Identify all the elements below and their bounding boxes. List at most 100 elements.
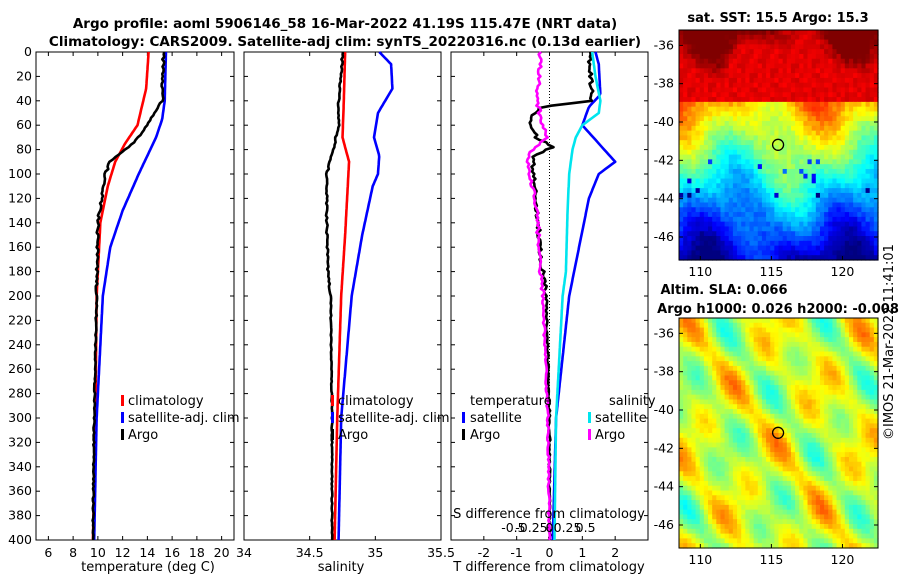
heatmap-cell xyxy=(824,168,829,175)
heatmap-cell xyxy=(832,385,838,391)
heatmap-cell xyxy=(803,197,809,204)
heatmap-cell xyxy=(687,77,693,84)
heatmap-cell xyxy=(766,524,771,530)
heatmap-cell xyxy=(724,519,730,525)
heatmap-cell xyxy=(695,452,701,458)
heatmap-cell xyxy=(749,30,755,36)
heatmap-cell xyxy=(807,341,813,348)
heatmap-cell xyxy=(790,240,796,247)
heatmap-cell xyxy=(766,509,771,516)
heatmap-cell xyxy=(811,337,817,343)
heatmap-cell xyxy=(712,130,717,137)
heatmap-cell xyxy=(703,231,709,237)
heatmap-cell xyxy=(679,44,684,50)
heatmap-cell xyxy=(857,221,863,228)
heatmap-cell xyxy=(819,73,825,79)
heatmap-cell xyxy=(869,207,875,213)
heatmap-cell xyxy=(720,447,726,453)
heatmap-cell xyxy=(799,389,804,396)
heatmap-cell xyxy=(766,495,771,501)
heatmap-cell xyxy=(749,543,755,549)
heatmap-cell xyxy=(795,183,800,189)
heatmap-cell xyxy=(840,82,846,89)
heatmap-cell xyxy=(703,207,709,213)
heatmap-cell xyxy=(857,447,863,453)
heatmap-cell xyxy=(853,327,858,333)
heatmap-cell xyxy=(786,471,792,477)
heatmap-cell xyxy=(695,543,701,549)
heatmap-cell xyxy=(873,322,879,329)
heatmap-cell xyxy=(828,394,833,401)
heatmap-cell xyxy=(716,385,722,391)
heatmap-cell xyxy=(745,63,751,69)
heatmap-cell xyxy=(840,528,846,535)
heatmap-cell xyxy=(712,216,717,223)
heatmap-cell xyxy=(699,101,705,108)
heatmap-cell xyxy=(824,538,829,544)
heatmap-cell xyxy=(716,514,722,520)
heatmap-cell xyxy=(848,461,854,468)
heatmap-cell xyxy=(708,437,713,444)
heatmap-cell xyxy=(786,255,792,261)
heatmap-cell xyxy=(848,471,854,477)
heatmap-cell xyxy=(712,221,717,228)
heatmap-cell xyxy=(848,135,854,141)
heatmap-cell xyxy=(753,528,759,535)
heatmap-cell xyxy=(840,495,846,501)
heatmap-cell xyxy=(840,111,846,117)
heatmap-cell xyxy=(770,63,775,69)
heatmap-cell xyxy=(745,365,751,372)
heatmap-cell xyxy=(679,34,684,41)
heatmap-cell xyxy=(844,385,850,391)
heatmap-cell xyxy=(703,164,709,170)
heatmap-cell xyxy=(712,245,717,252)
heatmap-cell xyxy=(761,447,767,453)
heatmap-cell xyxy=(865,97,871,103)
heatmap-cell xyxy=(807,250,813,256)
heatmap-cell xyxy=(782,44,788,50)
heatmap-cell xyxy=(790,318,796,324)
heatmap-cell xyxy=(819,145,825,151)
heatmap-cell xyxy=(720,519,726,525)
heatmap-cell xyxy=(737,212,742,218)
heatmap-cell xyxy=(795,389,800,396)
heatmap-cell xyxy=(699,226,705,232)
heatmap-cell xyxy=(815,490,821,496)
heatmap-cell xyxy=(745,327,751,333)
heatmap-cell xyxy=(815,509,821,516)
heatmap-cell xyxy=(782,135,788,141)
heatmap-cell xyxy=(795,135,800,141)
heatmap-cell xyxy=(737,68,742,74)
heatmap-cell xyxy=(832,504,838,511)
heatmap-cell xyxy=(803,495,809,501)
heatmap-cell xyxy=(869,221,875,228)
heatmap-cell xyxy=(778,528,784,535)
heatmap-cell xyxy=(699,73,705,79)
heatmap-cell xyxy=(828,423,833,429)
heatmap-cell xyxy=(687,519,693,525)
heatmap-cell xyxy=(865,216,871,223)
heatmap-cell xyxy=(753,58,759,65)
heatmap-cell xyxy=(745,509,751,516)
heatmap-cell xyxy=(819,447,825,453)
heatmap-cell xyxy=(844,154,850,160)
heatmap-cell xyxy=(753,77,759,84)
heatmap-cell xyxy=(749,509,755,516)
heatmap-cell xyxy=(728,389,734,396)
heatmap-cell xyxy=(766,504,771,511)
heatmap-cell xyxy=(741,380,746,386)
heatmap-cell xyxy=(732,130,738,137)
heatmap-cell xyxy=(741,322,746,329)
heatmap-cell xyxy=(741,332,746,338)
heatmap-cell xyxy=(790,433,796,439)
heatmap-cell xyxy=(712,409,717,415)
heatmap-cell xyxy=(824,409,829,415)
heatmap-cell xyxy=(865,236,871,242)
heatmap-cell xyxy=(753,97,759,103)
heatmap-cell xyxy=(811,149,817,156)
heatmap-cell xyxy=(728,466,734,472)
heatmap-cell xyxy=(811,164,817,170)
heatmap-cell xyxy=(853,87,858,93)
heatmap-cell xyxy=(782,480,788,487)
heatmap-cell xyxy=(761,97,767,103)
